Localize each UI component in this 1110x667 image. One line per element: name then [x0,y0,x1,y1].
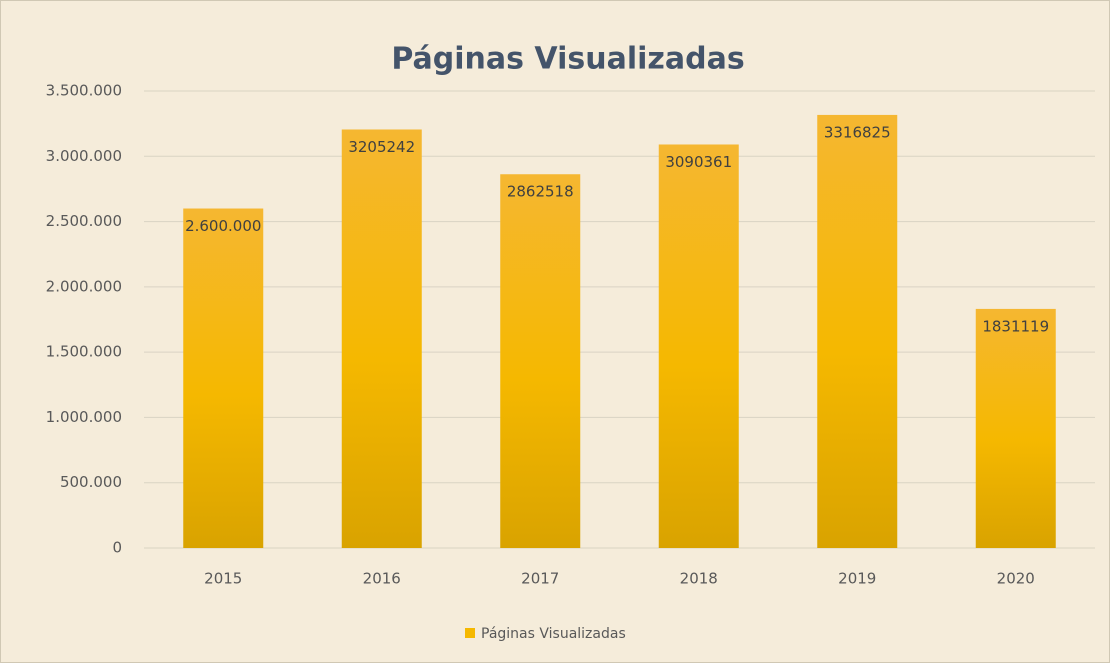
data-label: 2862518 [507,183,574,201]
bar [341,129,422,548]
chart-title: Páginas Visualizadas [391,42,744,77]
x-tick-label: 2020 [997,570,1035,588]
y-tick-label: 500.000 [60,473,122,491]
data-label: 3205242 [348,138,415,156]
data-label: 2.600.000 [185,217,261,235]
bar [183,208,264,548]
data-label: 1831119 [982,317,1049,335]
x-tick-label: 2019 [838,570,876,588]
data-label: 3316825 [824,123,891,141]
bar [658,144,739,548]
legend-label: Páginas Visualizadas [481,626,626,642]
y-tick-label: 1.500.000 [46,343,122,361]
y-tick-label: 2.000.000 [46,277,122,295]
y-tick-label: 2.500.000 [46,212,122,230]
x-tick-label: 2016 [363,570,401,588]
bar [500,174,581,548]
data-label: 3090361 [665,153,732,171]
bar [975,308,1056,548]
y-tick-label: 1.000.000 [46,408,122,426]
y-tick-label: 3.500.000 [46,82,122,100]
x-tick-label: 2018 [680,570,718,588]
legend-swatch [465,628,475,638]
bar [817,114,898,548]
y-tick-label: 0 [112,539,122,557]
x-tick-label: 2015 [204,570,242,588]
y-tick-label: 3.000.000 [46,147,122,165]
x-tick-label: 2017 [521,570,559,588]
